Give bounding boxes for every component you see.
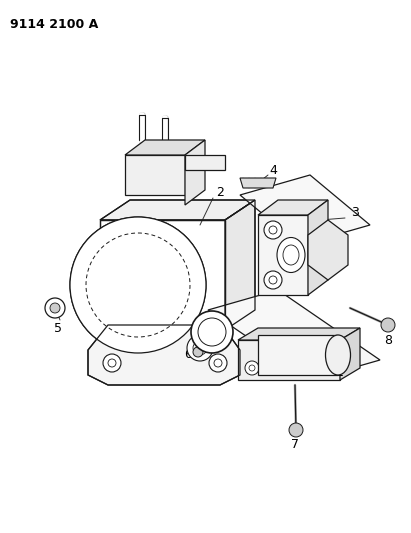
Text: 8: 8 bbox=[384, 334, 392, 346]
Circle shape bbox=[187, 335, 213, 361]
Ellipse shape bbox=[326, 335, 351, 375]
Polygon shape bbox=[258, 335, 338, 375]
Polygon shape bbox=[185, 140, 205, 205]
Polygon shape bbox=[238, 340, 340, 380]
Polygon shape bbox=[238, 328, 360, 340]
Circle shape bbox=[245, 361, 259, 375]
Polygon shape bbox=[258, 200, 328, 215]
Text: 2: 2 bbox=[216, 187, 224, 199]
Polygon shape bbox=[125, 140, 205, 155]
Text: 3: 3 bbox=[351, 206, 359, 220]
Polygon shape bbox=[125, 155, 185, 195]
Polygon shape bbox=[240, 178, 276, 188]
Circle shape bbox=[50, 303, 60, 313]
Circle shape bbox=[103, 354, 121, 372]
Polygon shape bbox=[340, 328, 360, 380]
Ellipse shape bbox=[277, 238, 305, 272]
Polygon shape bbox=[100, 220, 225, 330]
Circle shape bbox=[193, 347, 203, 357]
Polygon shape bbox=[208, 290, 380, 380]
Text: 6: 6 bbox=[184, 349, 192, 361]
Polygon shape bbox=[308, 220, 348, 280]
Circle shape bbox=[381, 318, 395, 332]
Circle shape bbox=[45, 298, 65, 318]
Text: 9114 2100 A: 9114 2100 A bbox=[10, 18, 98, 31]
Circle shape bbox=[289, 423, 303, 437]
Polygon shape bbox=[225, 200, 255, 330]
Circle shape bbox=[319, 361, 333, 375]
Text: 7: 7 bbox=[291, 439, 299, 451]
Text: 1: 1 bbox=[336, 367, 344, 379]
Text: 5: 5 bbox=[54, 321, 62, 335]
Circle shape bbox=[70, 217, 206, 353]
Circle shape bbox=[264, 271, 282, 289]
Polygon shape bbox=[100, 200, 255, 220]
Polygon shape bbox=[88, 325, 240, 385]
Circle shape bbox=[209, 354, 227, 372]
Ellipse shape bbox=[198, 318, 226, 346]
Polygon shape bbox=[240, 175, 370, 245]
Polygon shape bbox=[308, 200, 328, 295]
Polygon shape bbox=[185, 155, 225, 170]
Circle shape bbox=[264, 221, 282, 239]
Text: 4: 4 bbox=[269, 164, 277, 176]
Ellipse shape bbox=[191, 311, 233, 353]
Polygon shape bbox=[258, 215, 308, 295]
